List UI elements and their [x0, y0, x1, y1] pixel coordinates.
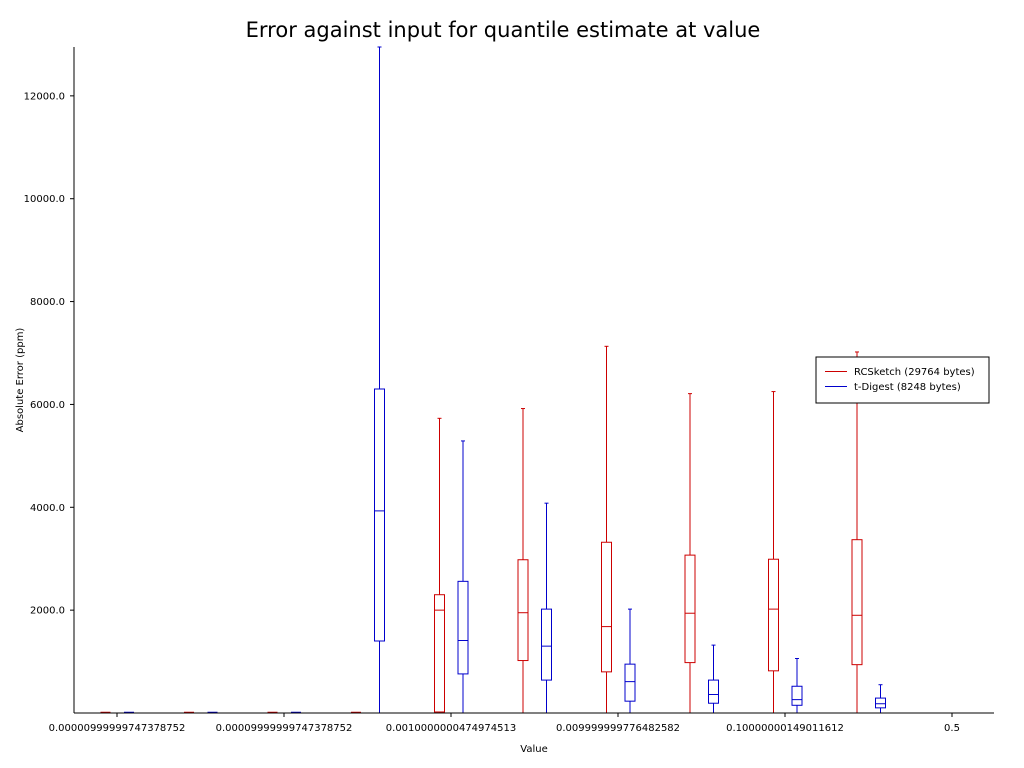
box-body	[374, 388, 385, 642]
y-axis-label: Absolute Error (ppm)	[15, 328, 26, 433]
box	[434, 417, 445, 713]
y-tick-label: 10000.0	[24, 194, 65, 205]
box-body	[791, 685, 803, 706]
chart-title: Error against input for quantile estimat…	[246, 18, 761, 42]
box-body	[517, 559, 529, 662]
box-body	[768, 558, 779, 672]
box	[851, 351, 863, 713]
x-tick-label: 0.0010000000474974513	[386, 723, 516, 734]
box-body	[875, 697, 886, 709]
y-tick-label: 6000.0	[30, 400, 65, 411]
x-tick-label: 0.00000999999747378752	[49, 723, 186, 734]
box	[541, 502, 552, 713]
plot-area	[100, 46, 886, 714]
x-tick-label: 0.5	[944, 723, 960, 734]
box	[875, 684, 886, 713]
box	[457, 440, 469, 713]
legend-entry: RCSketch (29764 bytes)	[854, 367, 975, 378]
box	[624, 608, 636, 713]
x-tick-label: 0.00009999999747378752	[216, 723, 353, 734]
legend: RCSketch (29764 bytes) t-Digest (8248 byt…	[815, 356, 990, 404]
box-body	[601, 541, 612, 673]
box-body	[624, 663, 636, 702]
series-t-digest	[124, 46, 886, 714]
y-tick-label: 4000.0	[30, 503, 65, 514]
box	[374, 46, 385, 713]
axes: 2000.0 4000.0 6000.0 8000.0 10000.0 12000.0 0.…	[24, 47, 994, 734]
box	[517, 408, 529, 713]
y-tick-label: 2000.0	[30, 606, 65, 617]
legend-entry: t-Digest (8248 bytes)	[854, 382, 961, 393]
box	[791, 657, 803, 713]
x-axis-label: Value	[520, 744, 547, 755]
y-tick-label: 12000.0	[24, 91, 65, 102]
box-body	[851, 539, 863, 666]
x-tick-label: 0.009999999776482582	[556, 723, 680, 734]
y-tick-label: 8000.0	[30, 297, 65, 308]
box-body	[434, 594, 445, 713]
legend-frame	[815, 356, 990, 404]
box-body	[708, 679, 719, 704]
box-body	[457, 580, 469, 675]
box-body	[684, 554, 696, 664]
box	[708, 644, 719, 713]
box-body	[541, 608, 552, 681]
series-rcsketch	[100, 345, 863, 714]
box	[768, 391, 779, 713]
box	[684, 393, 696, 713]
x-tick-label: 0.10000000149011612	[726, 723, 844, 734]
box	[601, 345, 612, 713]
